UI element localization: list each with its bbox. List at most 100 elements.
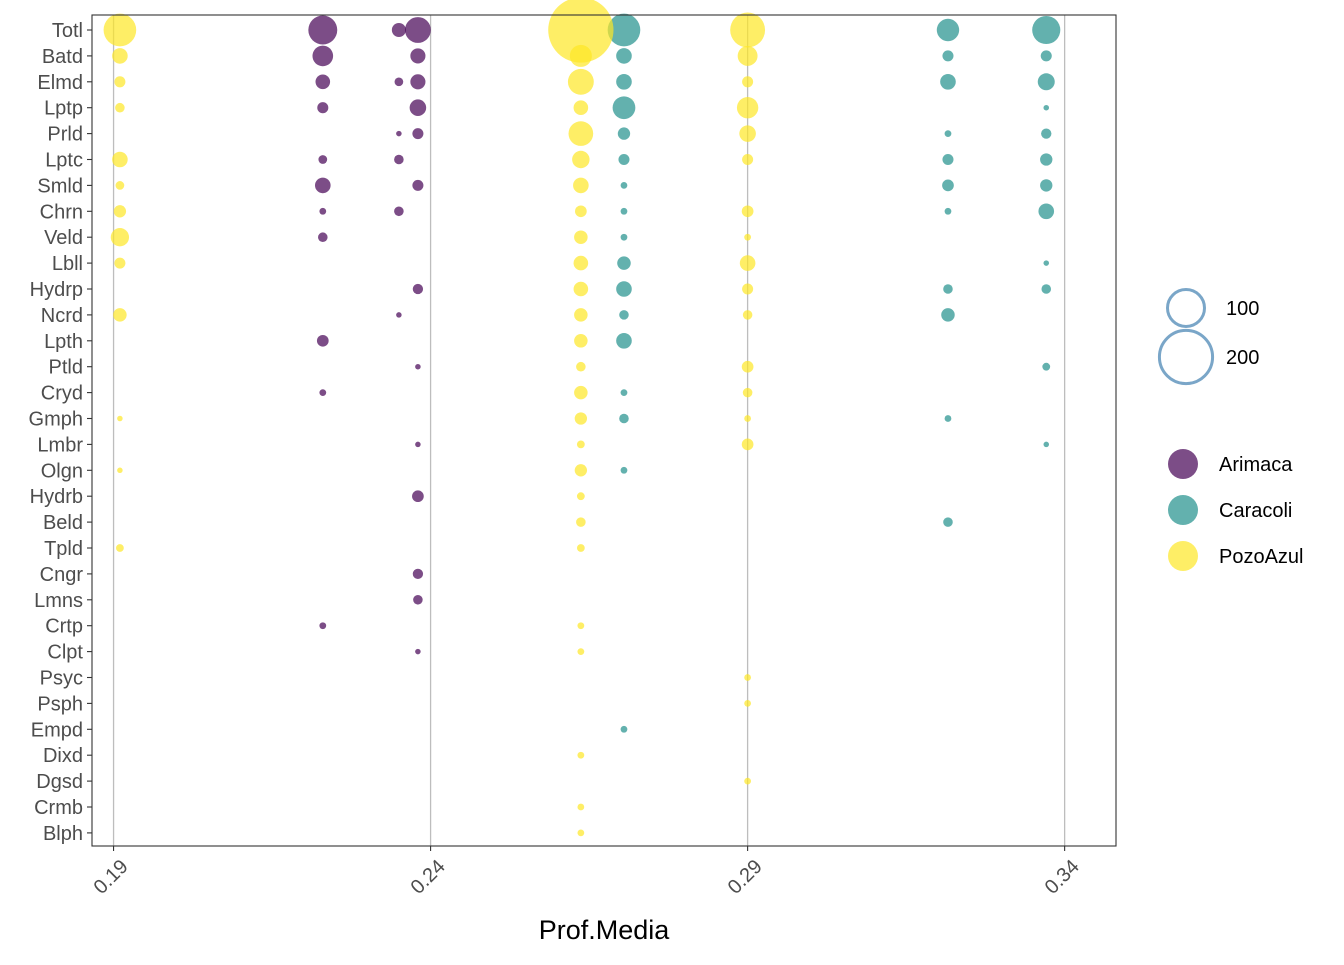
y-tick-label: Lptc bbox=[45, 150, 83, 172]
data-point-caracoli bbox=[1038, 203, 1055, 220]
data-point-arimaca bbox=[316, 334, 329, 347]
y-tick-label: Clpt bbox=[47, 642, 83, 664]
y-tick-label: Elmd bbox=[37, 72, 83, 94]
data-point-pozoazul bbox=[577, 751, 585, 759]
data-point-pozoazul bbox=[739, 255, 756, 271]
data-point-pozoazul bbox=[742, 153, 754, 166]
data-point-pozoazul bbox=[112, 151, 128, 168]
data-point-caracoli bbox=[1032, 15, 1061, 45]
y-tick-label: Smld bbox=[37, 175, 83, 197]
y-tick-label: Crtp bbox=[45, 616, 83, 638]
data-point-pozoazul bbox=[117, 415, 123, 422]
data-point-caracoli bbox=[942, 153, 954, 166]
data-point-arimaca bbox=[412, 179, 424, 191]
size-legend-label: 200 bbox=[1226, 347, 1259, 369]
data-point-pozoazul bbox=[576, 361, 586, 372]
y-tick-label: Ncrd bbox=[41, 305, 83, 327]
y-tick-label: Hydrp bbox=[30, 279, 83, 301]
data-point-pozoazul bbox=[548, 0, 614, 63]
data-point-caracoli bbox=[941, 308, 955, 322]
data-point-pozoazul bbox=[744, 233, 751, 241]
data-point-arimaca bbox=[396, 130, 402, 137]
data-point-pozoazul bbox=[572, 150, 590, 169]
data-point-pozoazul bbox=[577, 829, 585, 837]
data-point-arimaca bbox=[413, 595, 423, 605]
y-tick-label: Totl bbox=[52, 20, 83, 42]
y-tick-label: Lbll bbox=[52, 253, 83, 275]
y-tick-label: Prld bbox=[47, 124, 83, 146]
data-point-caracoli bbox=[620, 207, 628, 215]
y-tick-label: Batd bbox=[42, 46, 83, 68]
data-point-caracoli bbox=[612, 96, 636, 120]
data-point-caracoli bbox=[1040, 153, 1053, 166]
data-point-arimaca bbox=[394, 154, 404, 165]
data-point-caracoli bbox=[1041, 284, 1052, 294]
data-point-arimaca bbox=[394, 206, 404, 217]
data-point-arimaca bbox=[409, 99, 427, 116]
data-point-caracoli bbox=[620, 466, 628, 474]
data-point-caracoli bbox=[944, 415, 952, 422]
data-point-arimaca bbox=[314, 177, 331, 194]
data-point-arimaca bbox=[318, 155, 328, 164]
legend-key-caracoli bbox=[1168, 495, 1198, 525]
y-tick-label: Crmb bbox=[34, 797, 83, 819]
data-point-pozoazul bbox=[741, 205, 754, 218]
legend-label-arimaca: Arimaca bbox=[1219, 454, 1293, 476]
data-point-pozoazul bbox=[576, 440, 585, 449]
data-point-caracoli bbox=[1043, 260, 1050, 266]
y-tick-label: Veld bbox=[44, 227, 83, 249]
size-legend-key bbox=[1166, 288, 1206, 328]
y-tick-label: Dixd bbox=[43, 745, 83, 767]
x-tick-label: 0.24 bbox=[407, 856, 450, 899]
data-point-caracoli bbox=[1042, 362, 1051, 371]
data-point-arimaca bbox=[319, 389, 327, 396]
data-point-arimaca bbox=[396, 312, 402, 318]
data-point-pozoazul bbox=[739, 125, 756, 142]
x-tick-label: 0.34 bbox=[1041, 856, 1084, 899]
data-point-caracoli bbox=[940, 74, 956, 90]
y-tick-label: Hydrb bbox=[30, 486, 83, 508]
data-point-pozoazul bbox=[573, 100, 589, 115]
y-tick-label: Psph bbox=[37, 693, 83, 715]
data-point-caracoli bbox=[616, 48, 632, 64]
data-point-pozoazul bbox=[114, 257, 126, 269]
data-point-pozoazul bbox=[568, 121, 594, 146]
data-point-caracoli bbox=[619, 413, 629, 424]
data-point-caracoli bbox=[1043, 104, 1050, 111]
data-point-caracoli bbox=[942, 179, 954, 192]
data-point-arimaca bbox=[404, 17, 431, 43]
data-point-caracoli bbox=[1043, 441, 1050, 448]
data-point-pozoazul bbox=[736, 97, 759, 119]
data-point-caracoli bbox=[617, 256, 631, 270]
data-point-caracoli bbox=[618, 153, 630, 166]
data-point-pozoazul bbox=[737, 45, 758, 66]
data-point-caracoli bbox=[944, 207, 952, 215]
legend-label-caracoli: Caracoli bbox=[1219, 500, 1292, 522]
y-tick-label: Dgsd bbox=[36, 771, 83, 793]
data-point-pozoazul bbox=[112, 48, 128, 64]
data-point-pozoazul bbox=[744, 777, 751, 785]
data-point-arimaca bbox=[319, 622, 327, 630]
data-point-caracoli bbox=[942, 50, 954, 62]
grid-lines bbox=[112, 15, 1066, 846]
y-tick-label: Lmbr bbox=[37, 434, 83, 456]
y-axis: Totl Batd Elmd Lptp Prld Lptc Smld Chrn Veld Lbll… bbox=[29, 20, 92, 845]
data-point-arimaca bbox=[410, 74, 426, 90]
data-point-caracoli bbox=[617, 127, 631, 140]
data-point-arimaca bbox=[415, 648, 421, 655]
data-point-pozoazul bbox=[742, 310, 753, 320]
data-point-pozoazul bbox=[574, 308, 588, 322]
data-point-pozoazul bbox=[103, 13, 137, 47]
x-axis: 0.19 0.24 0.29 0.34 bbox=[90, 846, 1084, 899]
data-point-arimaca bbox=[412, 568, 424, 580]
data-point-caracoli bbox=[620, 182, 628, 189]
data-point-pozoazul bbox=[577, 803, 585, 811]
data-point-arimaca bbox=[394, 77, 404, 87]
data-point-arimaca bbox=[415, 441, 421, 448]
data-point-caracoli bbox=[1040, 50, 1052, 62]
data-point-arimaca bbox=[415, 363, 421, 370]
y-tick-label: Lptp bbox=[44, 98, 83, 120]
legend-key-arimaca bbox=[1168, 449, 1198, 479]
